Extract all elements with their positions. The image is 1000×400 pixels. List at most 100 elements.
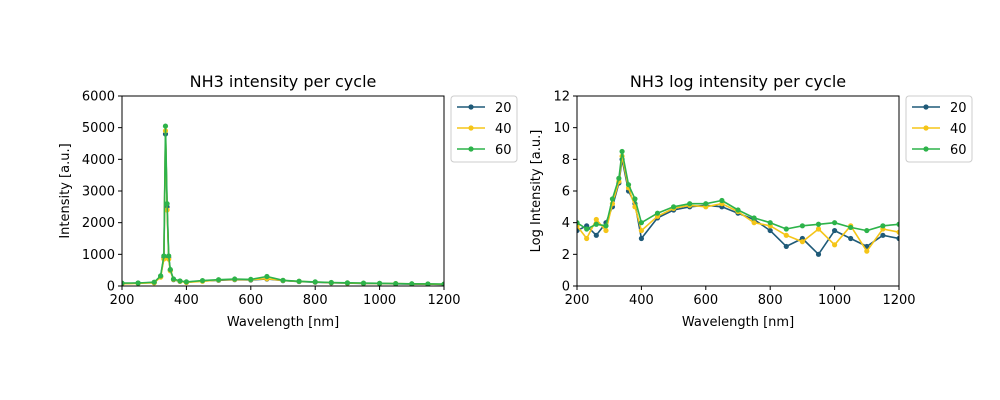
y-axis-label: Intensity [a.u.] — [58, 143, 73, 238]
chart-title: NH3 log intensity per cycle — [630, 72, 846, 91]
data-point-60 — [248, 276, 254, 282]
data-point-60 — [158, 273, 164, 279]
data-point-40 — [864, 248, 870, 254]
data-point-60 — [151, 279, 157, 285]
y-tick-label: 1000 — [82, 248, 115, 263]
data-point-60 — [232, 276, 238, 282]
y-tick-label: 6 — [562, 185, 570, 200]
y-tick-label: 5000 — [82, 121, 115, 136]
data-point-60 — [162, 123, 169, 129]
plot-area-clip-group — [577, 148, 899, 257]
legend-label-20: 20 — [950, 101, 967, 116]
data-point-60 — [671, 204, 677, 210]
data-point-60 — [344, 280, 350, 286]
data-point-20 — [880, 232, 886, 238]
data-point-60 — [703, 201, 709, 207]
data-point-40 — [593, 216, 599, 223]
y-tick-label: 12 — [553, 90, 570, 105]
data-point-60 — [619, 148, 625, 155]
data-point-60 — [161, 253, 167, 259]
data-point-60 — [799, 223, 806, 229]
data-point-60 — [632, 196, 638, 202]
plot-frame — [576, 95, 900, 287]
data-point-60 — [603, 223, 609, 229]
y-tick-label: 2 — [562, 248, 570, 263]
legend-label-40: 40 — [495, 122, 512, 137]
data-point-60 — [832, 220, 838, 226]
data-point-60 — [183, 279, 189, 285]
legend: 20 40 60 — [905, 95, 973, 163]
data-point-60 — [880, 223, 886, 229]
data-point-60 — [216, 277, 222, 283]
legend-marker-60 — [923, 146, 929, 152]
y-tick-label: 3000 — [82, 185, 115, 200]
data-point-60 — [166, 253, 172, 259]
data-point-20 — [896, 235, 899, 242]
x-tick-label: 200 — [110, 293, 135, 308]
y-tick-label: 0 — [107, 280, 115, 295]
plot-area-clip-group — [122, 123, 444, 286]
data-point-60 — [719, 197, 725, 204]
y-tick-label: 6000 — [82, 90, 115, 105]
data-point-60 — [377, 280, 383, 286]
x-axis-label: Wavelength [nm] — [227, 315, 339, 330]
series-group — [577, 148, 899, 257]
x-tick-label: 1000 — [363, 293, 396, 308]
data-point-20 — [848, 235, 854, 242]
data-point-60 — [864, 227, 870, 234]
data-point-60 — [164, 201, 170, 207]
data-point-40 — [783, 232, 789, 238]
chart-intensity: NH3 intensity per cycle 200 400 600 800 1000… — [58, 72, 518, 330]
data-point-60 — [122, 280, 125, 286]
data-point-40 — [603, 227, 609, 234]
y-axis: 0 1000 2000 3000 4000 5000 6000 — [82, 90, 122, 295]
data-point-60 — [393, 281, 399, 286]
series-group — [122, 123, 444, 286]
data-point-60 — [593, 221, 599, 227]
data-point-60 — [167, 266, 173, 273]
data-point-60 — [687, 201, 693, 207]
x-tick-label: 200 — [565, 293, 590, 308]
x-tick-label: 800 — [758, 293, 783, 308]
x-axis: 200 400 600 800 1000 1200 — [565, 286, 916, 308]
x-axis-label: Wavelength [nm] — [682, 315, 794, 330]
series-line-40 — [122, 130, 444, 286]
data-point-60 — [170, 276, 177, 282]
legend-marker-20 — [923, 104, 929, 110]
data-point-60 — [735, 207, 741, 213]
series-line-60 — [122, 125, 444, 285]
data-point-60 — [280, 277, 286, 283]
legend-label-40: 40 — [950, 122, 967, 137]
x-tick-label: 400 — [174, 293, 199, 308]
data-point-60 — [312, 279, 318, 285]
series-line-60 — [577, 150, 899, 232]
series-line-20 — [122, 133, 444, 286]
legend-box — [450, 95, 518, 163]
data-point-60 — [815, 221, 822, 227]
data-point-60 — [409, 281, 415, 286]
x-tick-label: 1200 — [882, 293, 915, 308]
y-tick-label: 2000 — [82, 216, 115, 231]
data-point-20 — [593, 232, 599, 238]
data-point-60 — [609, 196, 616, 202]
data-point-40 — [751, 220, 757, 226]
legend-label-20: 20 — [495, 101, 512, 116]
legend: 20 40 60 — [450, 95, 518, 163]
data-point-60 — [199, 278, 206, 284]
data-point-60 — [625, 182, 632, 188]
y-axis-label: Log Intensity [a.u.] — [529, 130, 544, 253]
chart-log-intensity: NH3 log intensity per cycle 200 400 600 800… — [529, 72, 973, 330]
legend-marker-20 — [468, 104, 474, 110]
data-point-40 — [638, 227, 645, 234]
x-axis: 200 400 600 800 1000 1200 — [110, 286, 461, 308]
legend-marker-40 — [923, 125, 929, 131]
data-point-60 — [577, 220, 580, 226]
data-point-40 — [815, 226, 822, 232]
legend-label-60: 60 — [495, 143, 512, 158]
data-point-60 — [425, 281, 431, 286]
y-tick-label: 4 — [562, 216, 570, 231]
data-point-60 — [360, 280, 367, 286]
x-tick-label: 600 — [693, 293, 718, 308]
chart-title: NH3 intensity per cycle — [190, 72, 377, 91]
